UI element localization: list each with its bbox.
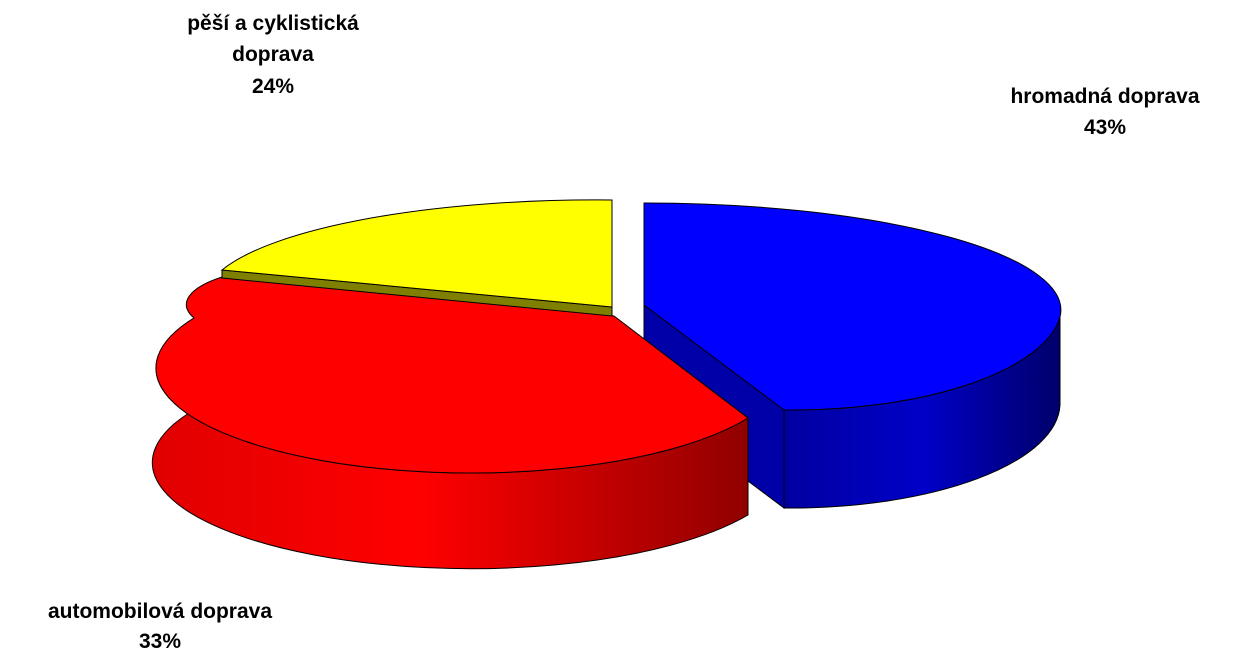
slice-automobilova-doprava-top (155, 276, 749, 474)
label-automobilova-doprava-name: automobilová doprava (48, 600, 272, 623)
label-hromadna-doprava-name: hromadná doprava (1010, 85, 1199, 108)
label-pesi-a-cyklisticka-doprava-name-line1: pěší a cyklistická (187, 12, 359, 35)
slice-pesi-a-cyklisticka-doprava-top (220, 199, 613, 308)
slice-pesi-a-cyklisticka-doprava (220, 199, 613, 317)
slice-hromadna-doprava-top (643, 202, 1062, 411)
label-pesi-a-cyklisticka-doprava-name-line2: doprava (232, 43, 314, 66)
label-hromadna-doprava-value: 43% (1084, 116, 1126, 139)
label-pesi-a-cyklisticka-doprava-value: 24% (252, 75, 294, 98)
slice-automobilova-doprava (151, 276, 749, 570)
label-automobilova-doprava-value: 33% (139, 630, 181, 653)
